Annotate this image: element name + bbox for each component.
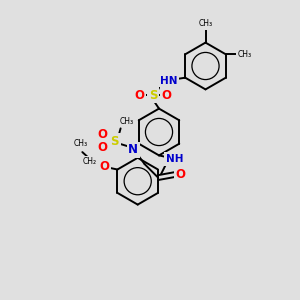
- Text: O: O: [97, 128, 107, 141]
- Text: CH₃: CH₃: [74, 140, 88, 148]
- Text: CH₃: CH₃: [237, 50, 251, 59]
- Text: HN: HN: [160, 76, 178, 86]
- Text: NH: NH: [166, 154, 183, 164]
- Text: CH₃: CH₃: [119, 117, 134, 126]
- Text: CH₃: CH₃: [198, 20, 213, 28]
- Text: CH₂: CH₂: [82, 158, 96, 166]
- Text: S: S: [110, 135, 119, 148]
- Text: O: O: [97, 141, 107, 154]
- Text: O: O: [100, 160, 110, 173]
- Text: O: O: [135, 88, 145, 102]
- Text: S: S: [149, 88, 158, 102]
- Text: O: O: [176, 168, 186, 181]
- Text: O: O: [162, 88, 172, 102]
- Text: N: N: [128, 143, 138, 156]
